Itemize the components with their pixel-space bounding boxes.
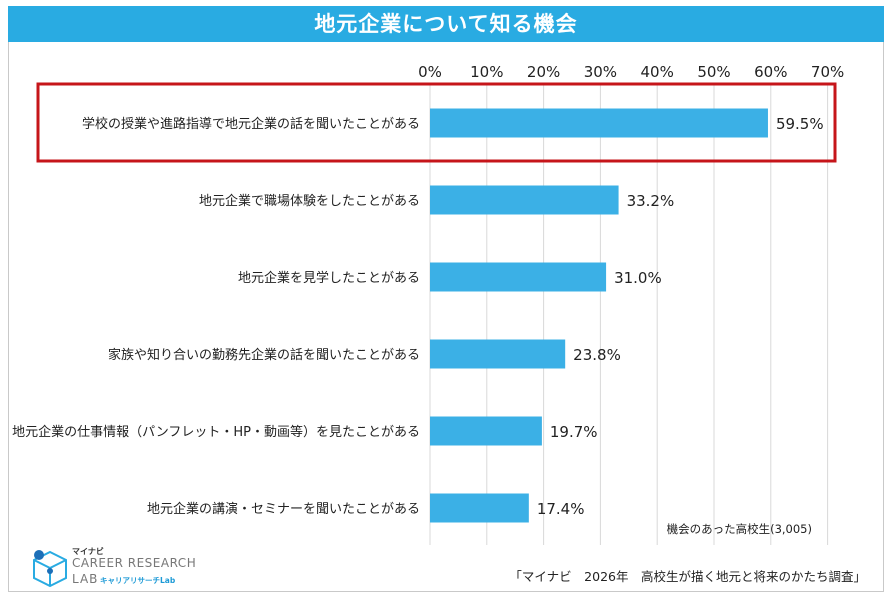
x-tick-label: 30% bbox=[584, 63, 617, 81]
bar bbox=[430, 185, 619, 215]
value-label: 59.5% bbox=[776, 115, 824, 133]
bar bbox=[430, 339, 566, 369]
category-label: 地元企業で職場体験をしたことがある bbox=[199, 193, 420, 209]
logo-mark-icon bbox=[33, 550, 67, 588]
value-label: 23.8% bbox=[573, 346, 621, 364]
x-tick-label: 20% bbox=[527, 63, 560, 81]
sample-size-note: 機会のあった高校生(3,005) bbox=[666, 522, 812, 536]
x-tick-label: 0% bbox=[418, 63, 442, 81]
bar bbox=[430, 493, 529, 523]
x-tick-label: 10% bbox=[470, 63, 503, 81]
category-label: 地元企業の仕事情報（パンフレット・HP・動画等）を見たことがある bbox=[12, 424, 420, 440]
x-tick-label: 50% bbox=[697, 63, 730, 81]
x-tick-label: 40% bbox=[641, 63, 674, 81]
logo-brand-kana: キャリアリサーチLab bbox=[100, 576, 176, 585]
x-tick-label: 70% bbox=[811, 63, 844, 81]
bar bbox=[430, 108, 768, 138]
category-label: 学校の授業や進路指導で地元企業の話を聞いたことがある bbox=[82, 116, 420, 132]
logo-brand-top: マイナビ bbox=[72, 547, 104, 556]
logo-brand-main: CAREER RESEARCH bbox=[72, 556, 197, 570]
x-tick-label: 60% bbox=[754, 63, 787, 81]
source-note: 「マイナビ 2026年 高校生が描く地元と将来のかたち調査」 bbox=[509, 569, 866, 584]
bar bbox=[430, 416, 542, 446]
value-label: 17.4% bbox=[537, 500, 585, 518]
bar bbox=[430, 262, 607, 292]
career-research-lab-logo: マイナビ CAREER RESEARCH LAB キャリアリサーチLab bbox=[30, 544, 200, 590]
highlight-box bbox=[36, 82, 837, 163]
chart-title: 地元企業について知る機会 bbox=[8, 6, 884, 42]
category-label: 地元企業を見学したことがある bbox=[238, 270, 420, 286]
category-label: 家族や知り合いの勤務先企業の話を聞いたことがある bbox=[108, 347, 420, 363]
value-label: 19.7% bbox=[550, 423, 598, 441]
category-label: 地元企業の講演・セミナーを聞いたことがある bbox=[147, 501, 420, 517]
value-label: 33.2% bbox=[627, 192, 675, 210]
logo-brand-lab: LAB bbox=[72, 572, 99, 586]
value-label: 31.0% bbox=[614, 269, 662, 287]
